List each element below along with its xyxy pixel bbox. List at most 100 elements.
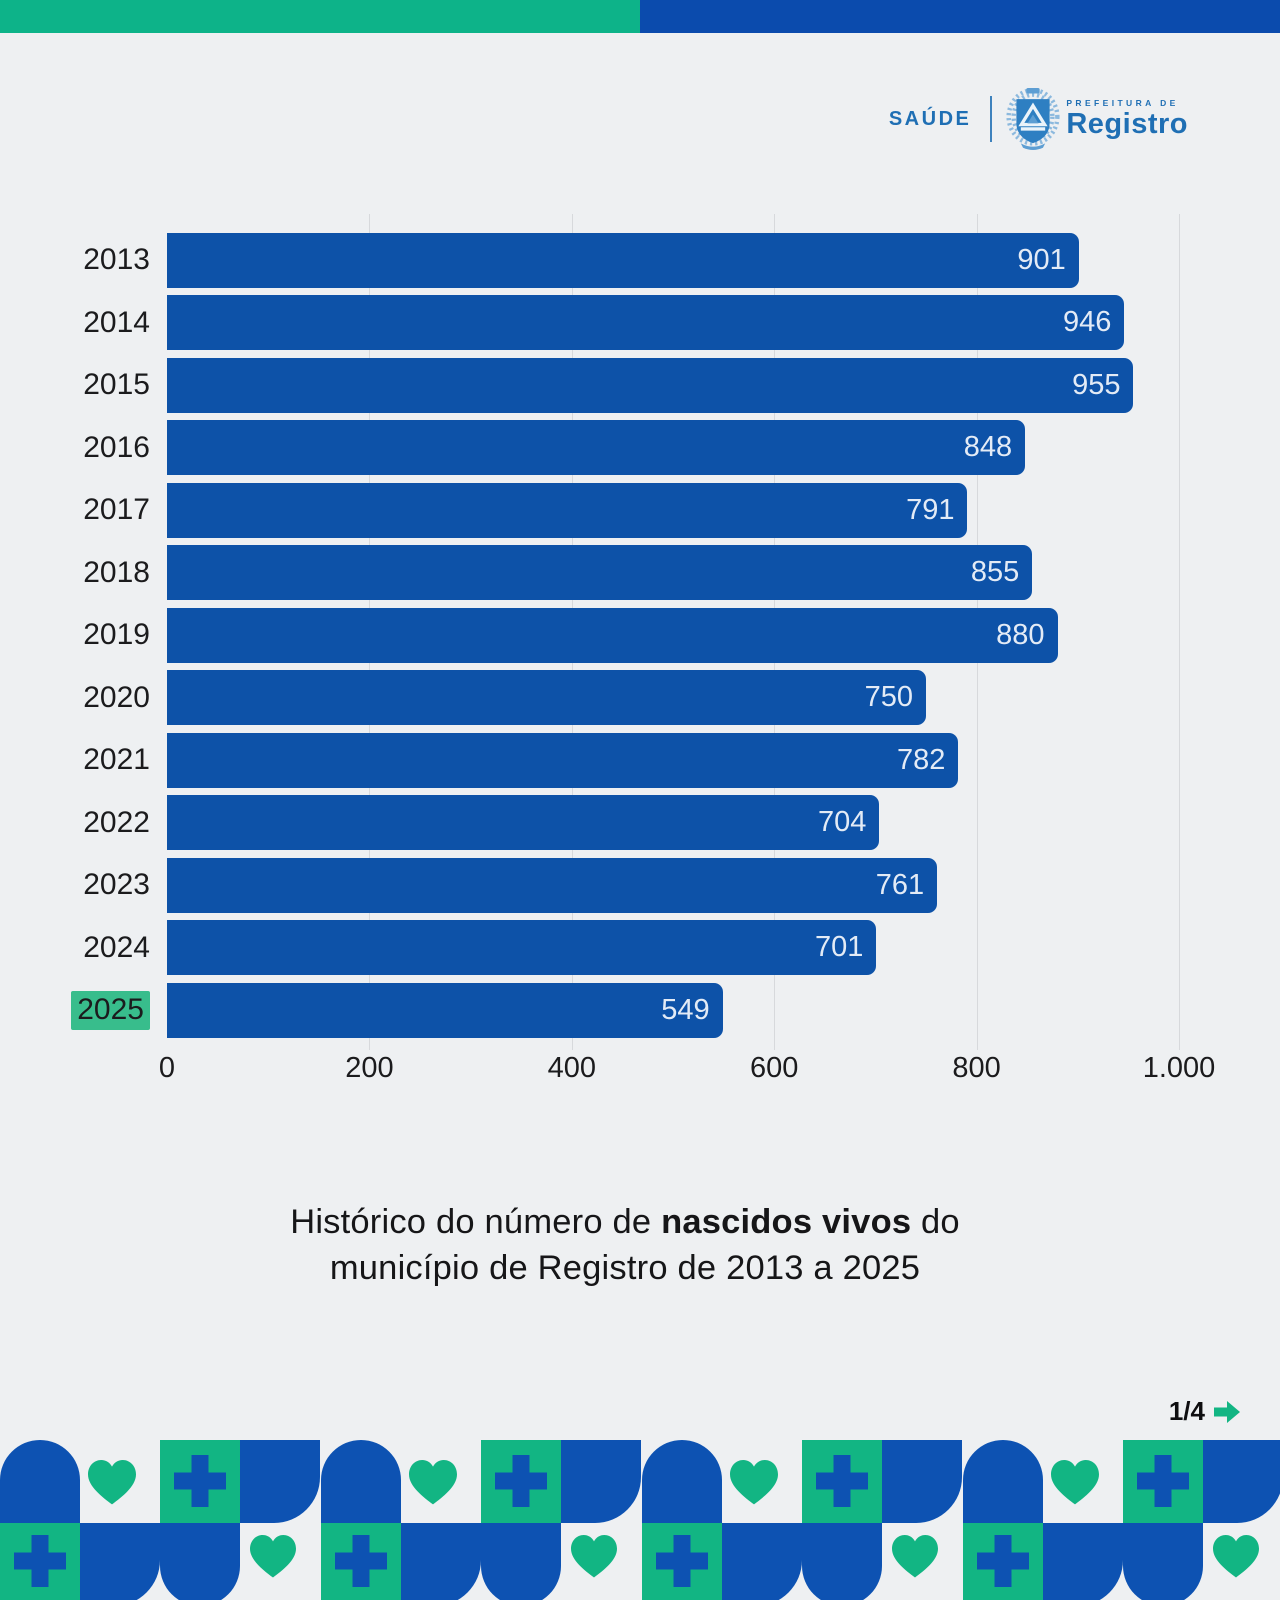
- page-count: 1/4: [1168, 1396, 1205, 1426]
- prefeitura-label: PREFEITURA DE: [1066, 97, 1179, 108]
- year-label-text: 2016: [83, 430, 150, 464]
- chart-row: 2018 855: [0, 542, 1280, 605]
- bar: 701: [167, 920, 877, 976]
- year-label: 2018: [0, 556, 150, 590]
- decorative-frieze: [0, 1430, 1280, 1600]
- year-label: 2020: [0, 681, 150, 715]
- city-wordmark: Registro: [1066, 108, 1188, 141]
- year-label: 2017: [0, 493, 150, 527]
- chart-row: 2014 946: [0, 292, 1280, 355]
- bar-value-label: 880: [996, 618, 1045, 651]
- births-bar-chart: 2013 901 2014 946 2015 955 2016 848 2017 791 2018 8…: [0, 214, 1280, 1088]
- bar-value-label: 549: [661, 993, 710, 1026]
- next-arrow-icon: [1214, 1400, 1240, 1423]
- bar-value-label: 901: [1017, 243, 1066, 276]
- chart-row: 2013 901: [0, 229, 1280, 292]
- bar-track: 946: [167, 295, 1182, 351]
- x-tick-label: 600: [749, 1052, 799, 1084]
- bar: 880: [167, 607, 1058, 663]
- page-indicator: 1/4: [1169, 1396, 1240, 1427]
- bar: 848: [167, 420, 1026, 476]
- year-label-text: 2017: [83, 493, 150, 527]
- bar-track: 855: [167, 545, 1182, 601]
- bar-value-label: 946: [1062, 306, 1112, 339]
- bar-track: 782: [167, 732, 1182, 788]
- bar-track: 791: [167, 482, 1182, 538]
- year-label-text: 2013: [83, 243, 150, 277]
- bar-value-label: 791: [906, 493, 955, 526]
- city-crest-icon: [1006, 88, 1060, 150]
- year-label: 2023: [0, 868, 150, 902]
- year-label-text: 2019: [83, 618, 150, 652]
- chart-row: 2020 750: [0, 667, 1280, 730]
- bar-track: 750: [167, 670, 1182, 726]
- bar-track: 880: [167, 607, 1182, 663]
- grid-line: [1179, 214, 1180, 1050]
- chart-row: 2016 848: [0, 417, 1280, 480]
- year-label: 2016: [0, 431, 150, 465]
- bar-value-label: 955: [1072, 368, 1121, 401]
- bar-track: 901: [167, 232, 1182, 288]
- year-label-text: 2018: [83, 555, 150, 589]
- bar-track: 955: [167, 357, 1182, 413]
- saude-wordmark: SAÚDE: [888, 107, 972, 130]
- year-label: 2014: [0, 306, 150, 340]
- title-line2: município de Registro de 2013 a 2025: [329, 1249, 921, 1288]
- x-axis: 0 200 400 600 800 1.000: [159, 1052, 1215, 1088]
- bar-value-label: 855: [970, 556, 1020, 589]
- year-label-text: 2021: [83, 743, 150, 777]
- bar-value-label: 704: [818, 806, 867, 839]
- year-label-text: 2024: [83, 930, 150, 964]
- year-label-text: 2022: [83, 805, 150, 839]
- title-text-suffix: do: [911, 1203, 960, 1241]
- title-bold-text: nascidos vivos: [661, 1203, 912, 1241]
- x-tick-label: 800: [952, 1052, 1001, 1084]
- bar: 855: [167, 545, 1033, 601]
- bar-track: 761: [167, 857, 1182, 913]
- x-tick-label: 200: [345, 1052, 394, 1084]
- chart-row: 2021 782: [0, 729, 1280, 792]
- banner-green-segment: [0, 0, 640, 33]
- year-label: 2022: [0, 806, 150, 840]
- year-label: 2021: [0, 743, 150, 777]
- bar: 750: [167, 670, 926, 726]
- bar: 782: [167, 732, 959, 788]
- top-banner: [0, 0, 1280, 33]
- x-tick-label: 1.000: [1142, 1052, 1216, 1084]
- bar-value-label: 848: [963, 431, 1013, 464]
- bar: 549: [167, 982, 723, 1038]
- year-label: 2025: [0, 990, 150, 1030]
- bar-value-label: 750: [864, 681, 913, 714]
- chart-row: 2017 791: [0, 479, 1280, 542]
- bar-track: 549: [167, 982, 1182, 1038]
- bar: 955: [167, 357, 1134, 413]
- year-label: 2019: [0, 618, 150, 652]
- year-label-highlighted: 2025: [71, 990, 150, 1030]
- bar: 761: [167, 857, 938, 913]
- year-label: 2013: [0, 243, 150, 277]
- year-label: 2015: [0, 368, 150, 402]
- bar-track: 701: [167, 920, 1182, 976]
- chart-row: 2023 761: [0, 854, 1280, 917]
- x-tick-label: 0: [158, 1052, 176, 1084]
- chart-row: 2025 549: [0, 979, 1280, 1042]
- logo-divider: [990, 96, 993, 142]
- bar-value-label: 761: [875, 868, 925, 901]
- chart-row: 2019 880: [0, 604, 1280, 667]
- year-label-text: 2023: [83, 868, 150, 902]
- bar-value-label: 782: [896, 743, 946, 776]
- chart-row: 2022 704: [0, 792, 1280, 855]
- year-label-text: 2020: [83, 680, 150, 714]
- chart-row: 2015 955: [0, 354, 1280, 417]
- chart-title: Histórico do número de nascidos vivos do…: [0, 1199, 1250, 1291]
- bar: 946: [167, 295, 1125, 351]
- chart-row: 2024 701: [0, 917, 1280, 980]
- year-label-text: 2014: [83, 305, 150, 339]
- chart-rows: 2013 901 2014 946 2015 955 2016 848 2017 791 2018 8…: [0, 229, 1280, 1042]
- year-label: 2024: [0, 931, 150, 965]
- bar: 791: [167, 482, 968, 538]
- x-tick-label: 400: [547, 1052, 596, 1084]
- header-logo: SAÚDE PREFEITURA DE Registro: [889, 88, 1188, 150]
- bar-track: 848: [167, 420, 1182, 476]
